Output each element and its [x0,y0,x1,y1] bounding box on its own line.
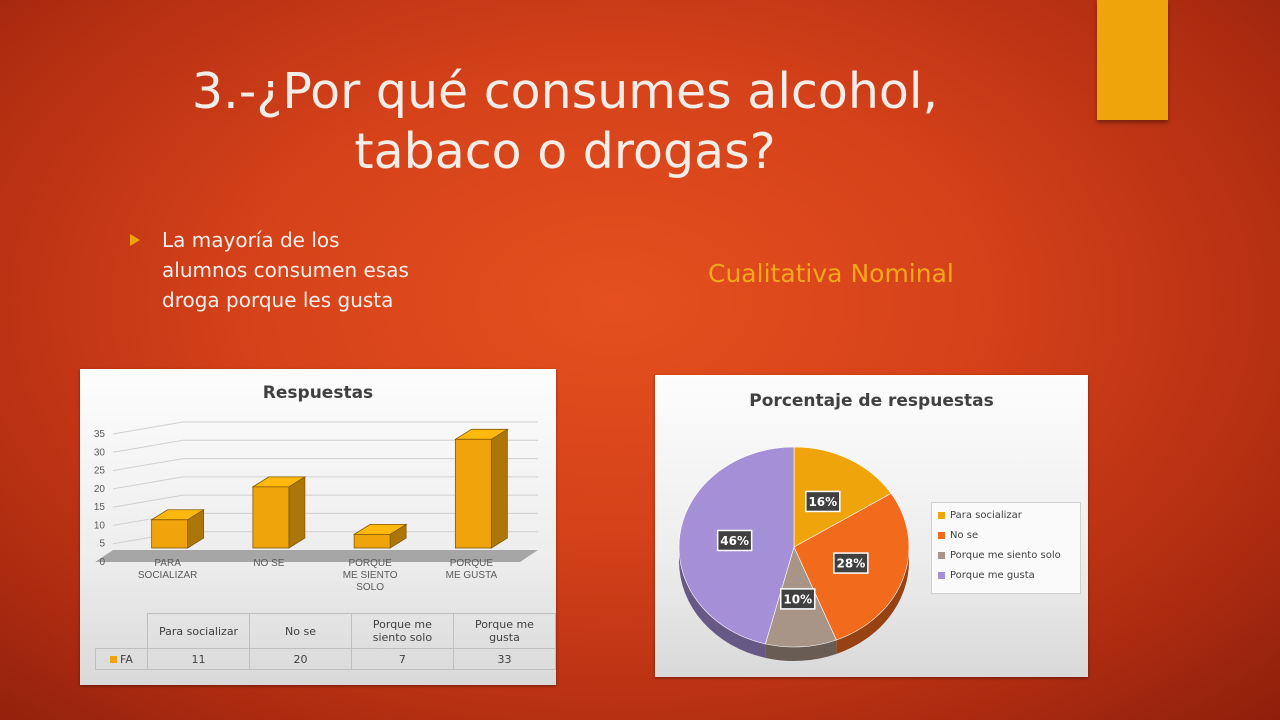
bar-chart-panel: Respuestas 0 5 10 15 20 25 30 35 PARA SOCIALIZAR N… [80,369,557,685]
header-line: siento solo [372,631,433,644]
bar-chart-title: Respuestas [262,383,374,403]
pie-data-label-text: 28% [837,557,866,571]
legend-key [110,656,118,663]
y-tick-label: 35 [94,429,106,440]
slide-title: 3.-¿Por qué consumes alcohol, tabaco o d… [80,62,1050,182]
legend-swatch [938,511,945,519]
y-tick-label: 15 [94,502,106,513]
data-table-header-row: Para socializar No se Porque me siento s… [96,613,557,649]
bullet-line-3: droga porque les gusta [162,288,394,312]
gridline [112,476,538,490]
accent-bar [1097,0,1168,120]
header-line: Porque me [372,618,432,631]
data-table-header: Porque me siento solo [350,613,454,649]
gridline [112,421,538,435]
chart-floor [95,550,538,562]
bar [150,509,206,549]
pie-data-label-text: 10% [783,592,812,606]
y-tick-label: 20 [94,484,106,495]
pie-data-label-box [805,490,841,513]
data-table-header: Porque me gusta [452,613,557,649]
y-tick-label: 10 [94,520,106,531]
pie-data-label-text: 46% [720,534,749,548]
title-line-1: 3.-¿Por qué consumes alcohol, [191,63,939,120]
bar [453,428,509,549]
bar-front [252,486,290,549]
header-line: Porque me [474,618,534,631]
legend-swatch [938,551,945,559]
pie-chart-panel: Porcentaje de respuestas 16% 28% 10% 46% Pa… [655,375,1088,677]
bar-side [490,428,508,549]
data-table-header: No se [249,613,352,649]
row-label-text: FA [120,652,133,666]
bullet-point: La mayoría de los alumnos consumen esas … [130,225,520,315]
bullet-line-1: La mayoría de los [162,228,340,252]
header-line: gusta [489,631,520,644]
bar-front [151,519,189,549]
legend-item: Para socializar [938,509,1022,523]
bar-front [454,438,492,549]
y-tick-label: 5 [99,539,105,550]
data-table-cell: 7 [350,648,454,670]
legend-label: No se [950,530,979,541]
pie-slice-side [679,547,766,658]
data-table-cell: 20 [249,648,352,670]
data-table-row: FA 11 20 7 33 [95,648,557,670]
bar-front [353,533,391,549]
bar [251,476,307,549]
data-table-cell: 33 [452,648,557,670]
legend-label: Porque me gusta [950,570,1035,581]
pie-chart: 16% 28% 10% 46% [678,446,910,661]
x-category-label: ME GUSTA [446,570,498,581]
header-line: Para socializar [158,624,239,638]
bar [352,523,408,549]
y-tick-label: 0 [99,557,105,568]
legend-item: Porque me siento solo [938,549,1061,563]
pie-data-label-box [716,529,753,552]
pie-legend: Para socializar No se Porque me siento sol… [931,502,1081,594]
x-category-label: PARA [154,558,181,569]
gridline [112,458,538,472]
pie-slice-side [765,639,837,661]
bar-side [288,476,306,549]
data-table: Para socializar No se Porque me siento s… [95,613,557,670]
gridline [112,494,538,508]
x-category-label: SOLO [356,582,384,593]
pie-slice [793,446,892,548]
legend-item: Porque me gusta [938,569,1035,583]
gridline [112,439,538,453]
legend-swatch [938,531,945,539]
pie-chart-title: Porcentaje de respuestas [749,391,994,411]
x-category-label: PORQUE [348,558,392,569]
subtitle: Cualitativa Nominal [708,259,954,288]
x-category-label: NO SE [253,558,284,569]
title-line-2: tabaco o drogas? [354,123,776,180]
pie-data-label: 46% [716,529,753,552]
legend-swatch [938,571,945,579]
pie-data-label: 28% [833,552,869,574]
x-category-label: ME SIENTO [343,570,398,581]
pie-slice-side [836,547,909,654]
pie-data-label-box [833,552,869,574]
data-table-header: Para socializar [146,613,251,649]
y-tick-label: 25 [94,466,106,477]
pie-data-label: 10% [780,588,816,610]
pie-data-label: 16% [805,490,841,513]
header-line: No se [285,624,316,638]
x-category-label: PORQUE [450,558,494,569]
bullet-text: La mayoría de los alumnos consumen esas … [130,225,520,315]
legend-item: No se [938,529,978,543]
pie-data-label-text: 16% [808,495,837,509]
data-table-cell: 11 [146,648,251,670]
arrow-bullet-icon [130,234,140,246]
legend-label: Para socializar [950,510,1022,521]
bullet-line-2: alumnos consumen esas [162,258,409,282]
y-tick-label: 30 [94,447,106,458]
pie-data-label-box [780,588,816,610]
legend-label: Porque me siento solo [950,550,1061,561]
data-table-row-label: FA [95,648,148,670]
x-category-label: SOCIALIZAR [138,570,197,581]
